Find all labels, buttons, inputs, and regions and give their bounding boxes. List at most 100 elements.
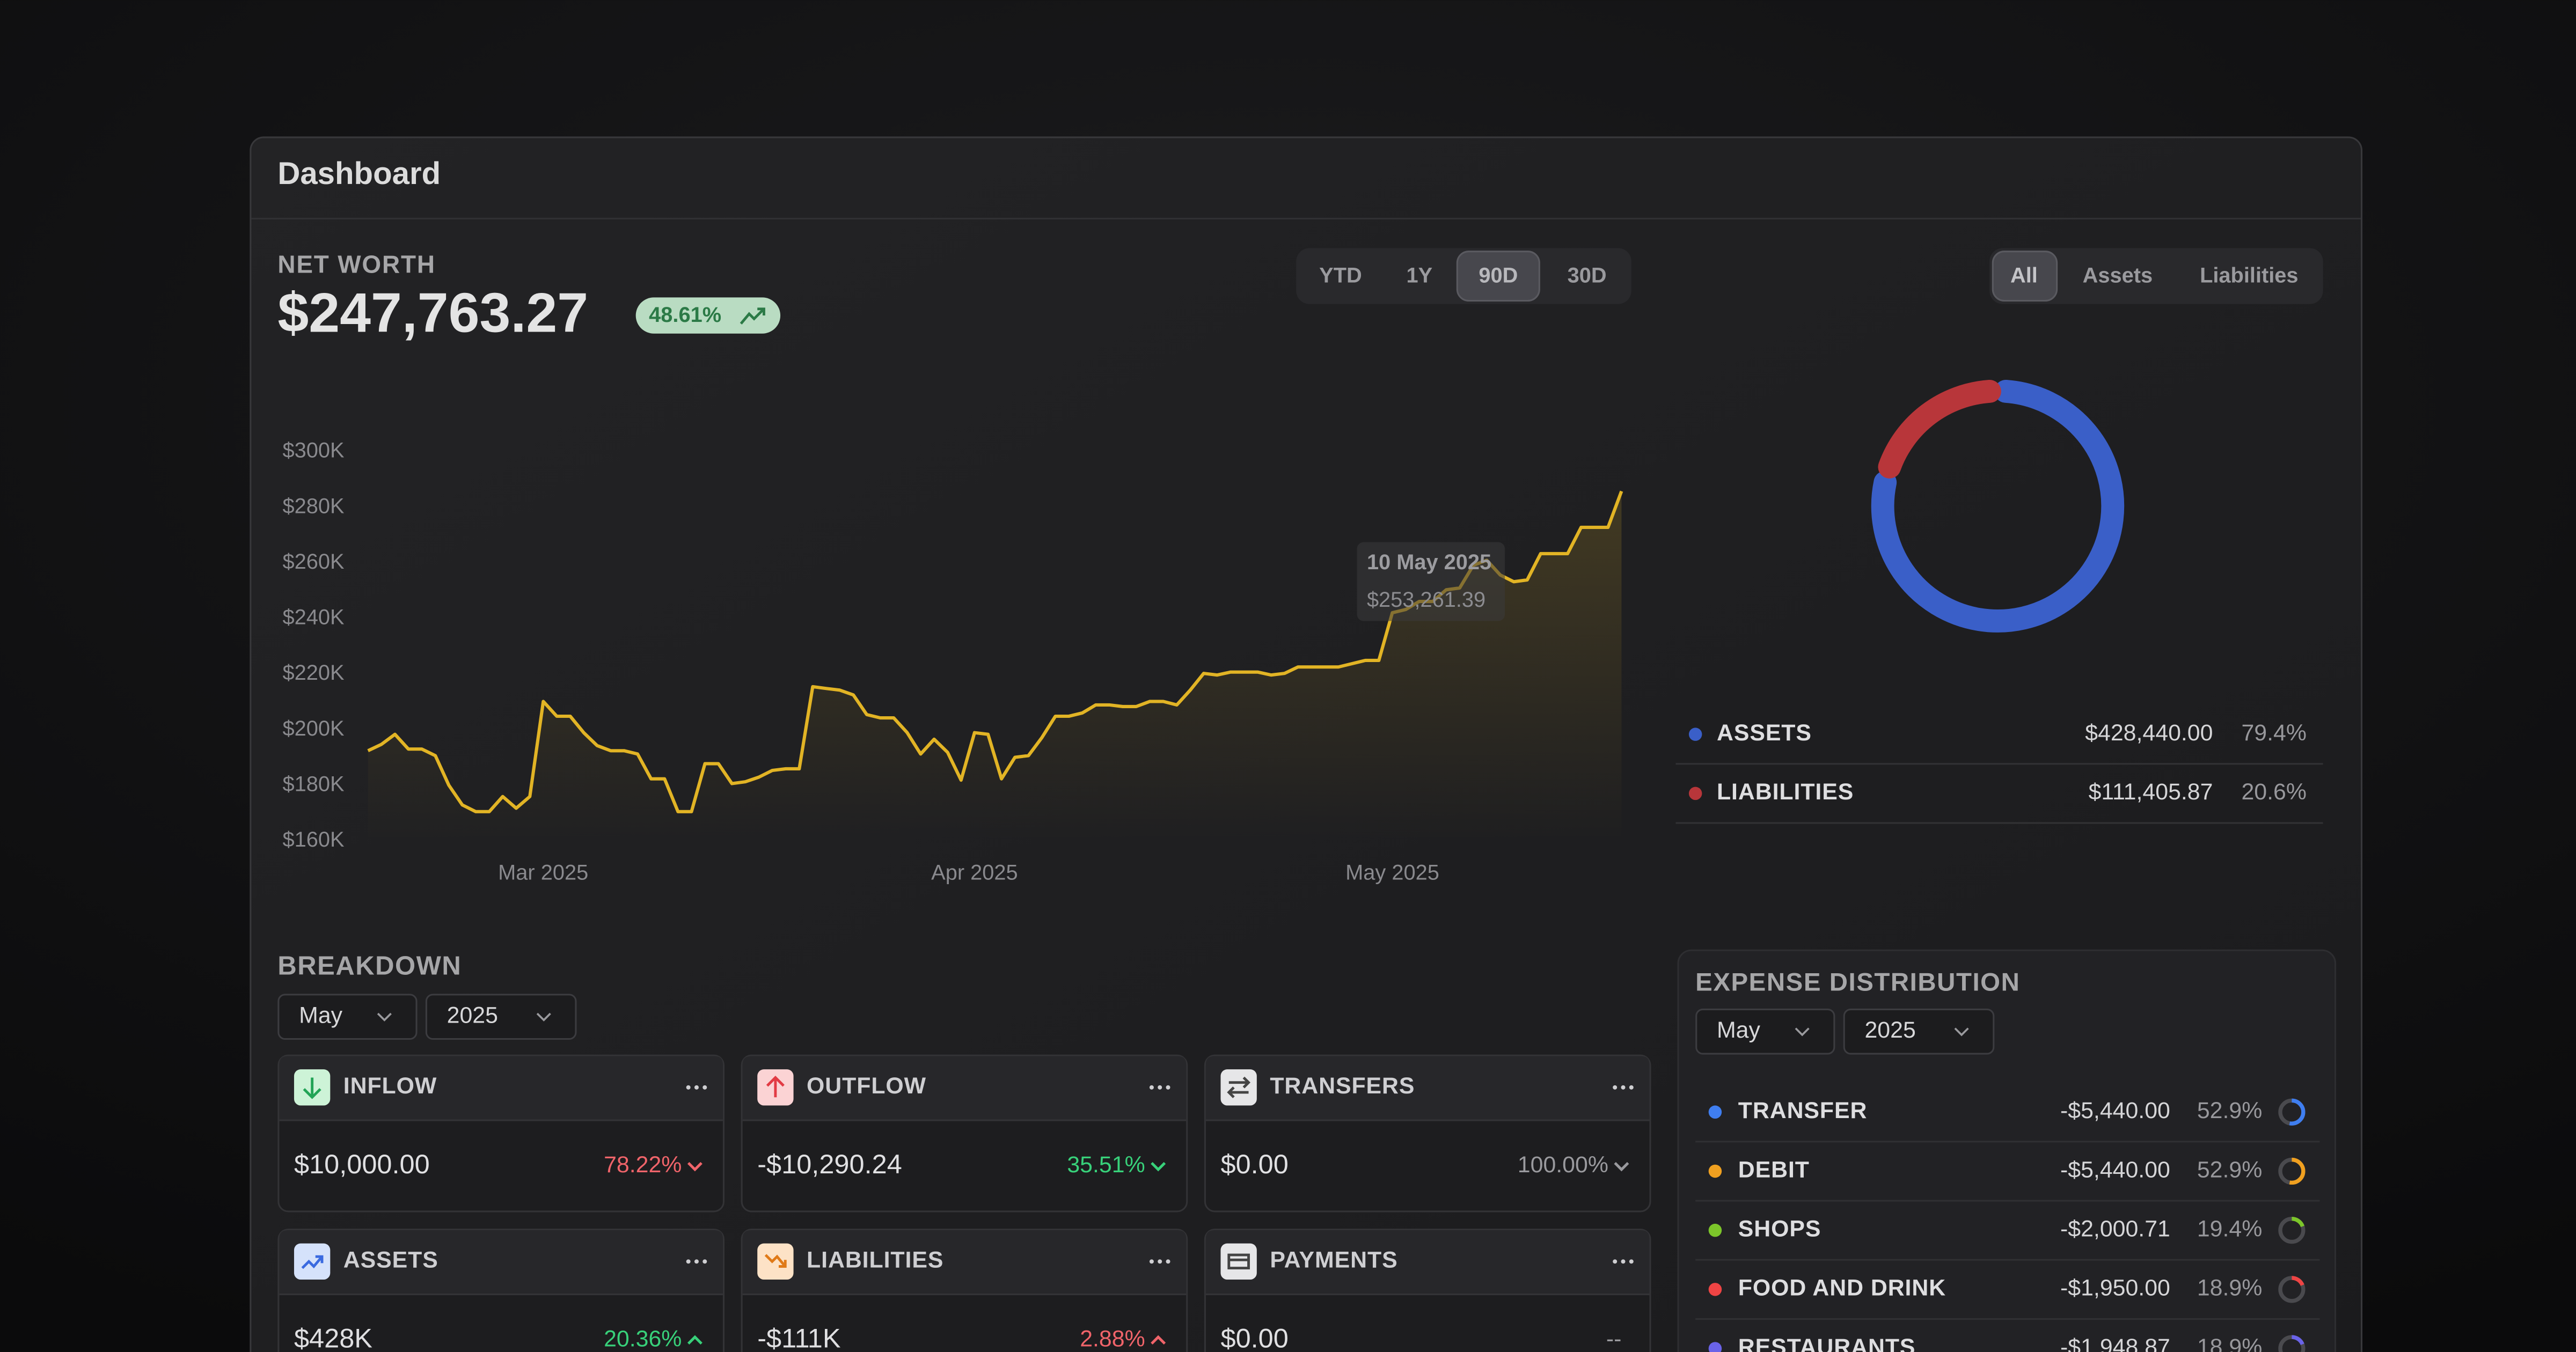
card-title: PAYMENTS (1270, 1247, 1397, 1273)
range-button[interactable]: 90D (1479, 264, 1518, 288)
y-tick-label: $280K (283, 494, 345, 518)
select-box[interactable] (1843, 1008, 1995, 1055)
donut-segment (1871, 379, 2125, 633)
card-change: -- (1606, 1326, 1622, 1352)
card-value: $0.00 (1220, 1323, 1288, 1352)
row-name: TRANSFER (1738, 1098, 1868, 1123)
more-icon[interactable] (1149, 1085, 1154, 1090)
range-button[interactable]: YTD (1319, 264, 1362, 288)
card-header-bg (279, 1056, 723, 1121)
card-icon-bg (294, 1243, 331, 1280)
card-icon-bg (1220, 1069, 1257, 1106)
more-icon[interactable] (1158, 1085, 1162, 1090)
card-icon-bg (1220, 1243, 1257, 1280)
row-percent: 52.9% (2197, 1098, 2262, 1123)
row-amount: -$1,948.87 (2060, 1334, 2170, 1352)
row-dot (1708, 1105, 1722, 1119)
range-button[interactable]: 1Y (1407, 264, 1433, 288)
chevron-icon (687, 1162, 702, 1172)
card-header-bg (742, 1230, 1187, 1295)
card-title: LIABILITIES (807, 1247, 943, 1273)
trend-icon (740, 307, 765, 325)
more-icon[interactable] (1621, 1085, 1626, 1090)
card-header-bg (279, 1230, 723, 1295)
more-icon[interactable] (1166, 1259, 1170, 1264)
legend-dot (1688, 728, 1702, 741)
tooltip-bg (1357, 542, 1505, 621)
page-title: Dashboard (277, 156, 441, 191)
more-icon[interactable] (1621, 1259, 1626, 1264)
filter-active-bg (1992, 251, 2058, 302)
range-button[interactable]: 30D (1568, 264, 1607, 288)
legend-label: ASSETS (1717, 720, 1812, 746)
more-icon[interactable] (686, 1085, 691, 1090)
chevron-icon (1151, 1335, 1166, 1345)
select-box[interactable] (425, 994, 577, 1040)
net-worth-value: $247,763.27 (277, 282, 588, 344)
row-percent: 18.9% (2197, 1275, 2262, 1301)
tooltip-value: $253,261.39 (1367, 588, 1485, 612)
more-icon[interactable] (1629, 1259, 1634, 1264)
legend-percent: 20.6% (2241, 779, 2306, 805)
chevron-icon (1954, 1027, 1969, 1037)
row-amount: -$5,440.00 (2060, 1098, 2170, 1123)
row-amount: -$2,000.71 (2060, 1216, 2170, 1241)
row-name: SHOPS (1738, 1216, 1821, 1241)
donut-segment (1878, 379, 2001, 479)
card-title: TRANSFERS (1270, 1073, 1415, 1099)
card-header-bg (1205, 1230, 1650, 1295)
range-active-bg (1456, 251, 1540, 302)
card-title: ASSETS (343, 1247, 438, 1273)
select-value[interactable]: May (1717, 1017, 1761, 1043)
more-icon[interactable] (694, 1085, 699, 1090)
card-value: -$10,290.24 (757, 1149, 902, 1179)
ring-progress (2278, 1217, 2306, 1244)
filter-button[interactable]: All (2010, 264, 2038, 288)
y-tick-label: $160K (283, 828, 345, 851)
card-value: $0.00 (1220, 1149, 1288, 1179)
row-name: DEBIT (1738, 1157, 1810, 1182)
card-icon (1227, 1253, 1250, 1270)
card-icon (766, 1076, 785, 1098)
row-percent: 18.9% (2197, 1334, 2262, 1352)
more-icon[interactable] (1629, 1085, 1634, 1090)
filter-switch (1989, 248, 2323, 304)
select-value[interactable]: 2025 (447, 1003, 498, 1028)
expense-title: EXPENSE DISTRIBUTION (1695, 968, 2020, 997)
line-area (368, 491, 1622, 841)
row-name: FOOD AND DRINK (1738, 1275, 1946, 1301)
ring-progress (2278, 1157, 2306, 1185)
row-amount: -$1,950.00 (2060, 1275, 2170, 1301)
select-box[interactable] (1695, 1008, 1835, 1055)
more-icon[interactable] (1613, 1085, 1618, 1090)
select-value[interactable]: 2025 (1864, 1017, 1915, 1043)
more-icon[interactable] (1149, 1259, 1154, 1264)
ring-progress (2278, 1276, 2306, 1303)
card-icon-bg (757, 1243, 794, 1280)
legend-percent: 79.4% (2241, 720, 2306, 746)
filter-button[interactable]: Assets (2083, 264, 2153, 288)
more-icon[interactable] (702, 1085, 707, 1090)
card-header-bg (742, 1056, 1187, 1121)
select-value[interactable]: May (299, 1003, 343, 1028)
more-icon[interactable] (1166, 1085, 1170, 1090)
expense-panel (1677, 949, 2337, 1352)
card-header-bg (1205, 1056, 1650, 1121)
card-icon (303, 1077, 321, 1099)
chevron-icon (687, 1335, 702, 1345)
card-title: OUTFLOW (807, 1073, 926, 1099)
chevron-icon (1614, 1162, 1629, 1172)
legend-label: LIABILITIES (1717, 779, 1854, 805)
row-name: RESTAURANTS (1738, 1334, 1916, 1352)
more-icon[interactable] (702, 1259, 707, 1264)
select-box[interactable] (277, 994, 418, 1040)
net-worth-change: 48.61% (649, 303, 721, 327)
more-icon[interactable] (1158, 1259, 1162, 1264)
row-dot (1708, 1283, 1722, 1296)
more-icon[interactable] (1613, 1259, 1618, 1264)
more-icon[interactable] (686, 1259, 691, 1264)
x-tick-label: Apr 2025 (931, 861, 1018, 884)
more-icon[interactable] (694, 1259, 699, 1264)
filter-button[interactable]: Liabilities (2200, 264, 2298, 288)
